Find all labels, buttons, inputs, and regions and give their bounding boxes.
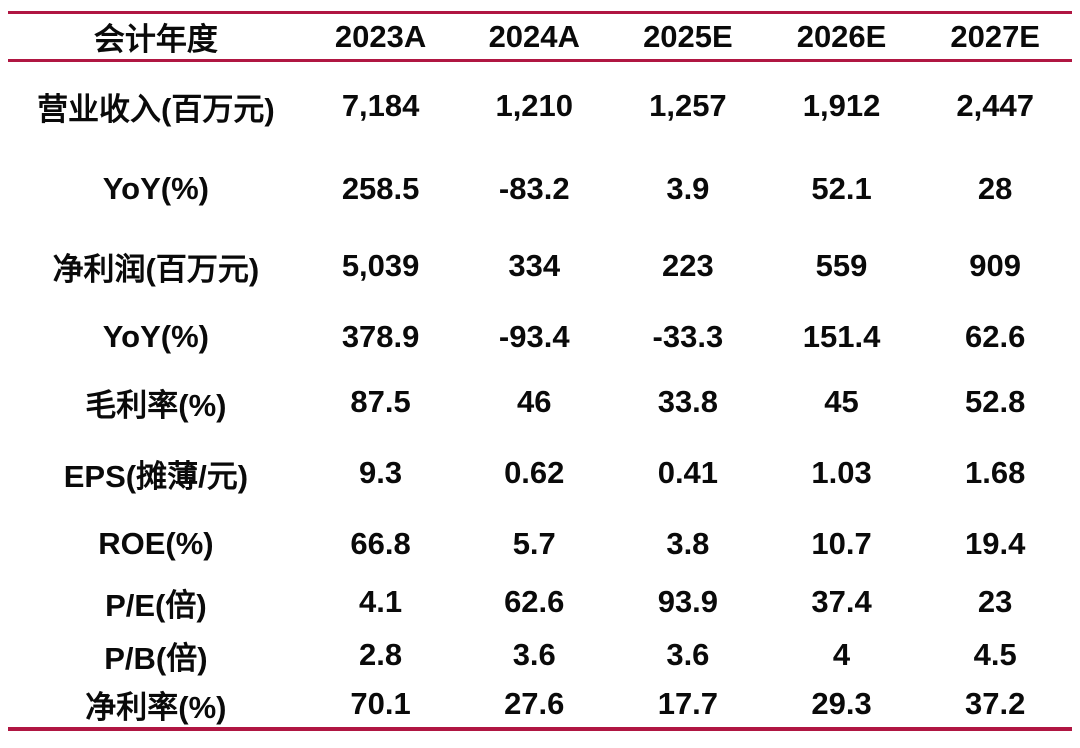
cell: 378.9 — [341, 319, 420, 354]
cell: 3.6 — [666, 637, 710, 672]
cell: 5,039 — [341, 248, 420, 283]
cell: 3.8 — [666, 525, 710, 561]
table-row-revenue-yoy: YoY(%) 258.5 -83.2 3.9 52.1 28 — [8, 151, 1072, 228]
cell: 62.6 — [504, 584, 565, 619]
cell: 29.3 — [811, 686, 872, 721]
column-header-2024a: 2024A — [488, 18, 580, 54]
cell: -33.3 — [652, 319, 724, 354]
cell: 37.4 — [811, 584, 872, 619]
cell: 1,210 — [495, 88, 574, 124]
cell: 52.1 — [811, 171, 872, 206]
column-header-2026e: 2026E — [796, 18, 887, 54]
row-label: YoY(%) — [102, 319, 209, 354]
table-row-revenue: 营业收入(百万元) 7,184 1,210 1,257 1,912 2,447 — [8, 61, 1072, 151]
financial-forecast-table: 会计年度 2023A 2024A 2025E 2026E 2027E 营业收入(… — [8, 11, 1072, 731]
cell: 223 — [662, 248, 714, 283]
column-header-2027e: 2027E — [950, 18, 1040, 54]
cell: 45 — [824, 384, 859, 419]
table-row-eps: EPS(摊薄/元) 9.3 0.62 0.41 1.03 1.68 — [8, 435, 1072, 512]
cell: 2,447 — [956, 88, 1034, 124]
cell: 258.5 — [341, 171, 420, 206]
table-row-roe: ROE(%) 66.8 5.7 3.8 10.7 19.4 — [8, 512, 1072, 576]
column-header-2025e: 2025E — [643, 18, 733, 54]
cell: 334 — [508, 248, 561, 283]
cell: 62.6 — [965, 319, 1026, 354]
cell: 7,184 — [341, 88, 420, 124]
row-label: EPS(摊薄/元) — [63, 458, 249, 494]
cell: 4.1 — [359, 584, 403, 619]
table-row-net-margin: 净利率(%) 70.1 27.6 17.7 29.3 37.2 — [8, 682, 1072, 729]
cell: 66.8 — [350, 525, 411, 561]
table-row-net-profit-yoy: YoY(%) 378.9 -93.4 -33.3 151.4 62.6 — [8, 305, 1072, 370]
row-label: YoY(%) — [102, 171, 209, 206]
cell: 3.9 — [666, 171, 710, 206]
cell: 52.8 — [965, 384, 1026, 419]
cell: 3.6 — [512, 637, 556, 672]
cell: 559 — [815, 248, 868, 283]
row-label: 毛利率(%) — [85, 387, 227, 423]
header-row: 会计年度 2023A 2024A 2025E 2026E 2027E — [8, 12, 1072, 61]
table-row-net-profit: 净利润(百万元) 5,039 334 223 559 909 — [8, 228, 1072, 305]
row-label: 净利率(%) — [85, 689, 227, 725]
row-label: P/B(倍) — [104, 640, 208, 676]
cell: 9.3 — [359, 455, 403, 490]
cell: 5.7 — [512, 525, 556, 561]
column-header-fiscal-year: 会计年度 — [93, 22, 218, 57]
row-label: ROE(%) — [98, 525, 214, 561]
cell: 10.7 — [811, 525, 872, 561]
cell: 27.6 — [504, 686, 565, 721]
cell: 0.62 — [504, 455, 565, 490]
cell: 93.9 — [657, 584, 719, 619]
cell: 1.03 — [811, 455, 872, 490]
table-row-gross-margin: 毛利率(%) 87.5 46 33.8 45 52.8 — [8, 370, 1072, 435]
cell: -83.2 — [498, 171, 570, 206]
cell: 19.4 — [965, 525, 1026, 561]
table-row-pe: P/E(倍) 4.1 62.6 93.9 37.4 23 — [8, 576, 1072, 629]
row-label: 营业收入(百万元) — [37, 91, 275, 127]
row-label: P/E(倍) — [105, 587, 207, 623]
cell: 46 — [517, 384, 552, 419]
cell: 151.4 — [802, 319, 881, 354]
column-header-2023a: 2023A — [334, 18, 427, 54]
cell: 70.1 — [350, 686, 411, 721]
cell: 33.8 — [657, 384, 719, 419]
cell: 4.5 — [973, 637, 1017, 672]
cell: 1.68 — [965, 455, 1026, 490]
cell: 23 — [977, 584, 1013, 619]
cell: 1,912 — [802, 88, 881, 124]
cell: 909 — [969, 248, 1022, 283]
cell: 1,257 — [649, 88, 727, 124]
cell: 28 — [977, 171, 1013, 206]
cell: 2.8 — [359, 637, 403, 672]
cell: -93.4 — [498, 319, 570, 354]
cell: 87.5 — [350, 384, 411, 419]
cell: 0.41 — [657, 455, 719, 490]
table-row-pb: P/B(倍) 2.8 3.6 3.6 4 4.5 — [8, 629, 1072, 682]
cell: 17.7 — [657, 686, 719, 721]
cell: 4 — [832, 637, 851, 672]
row-label: 净利润(百万元) — [52, 251, 260, 287]
cell: 37.2 — [965, 686, 1026, 721]
